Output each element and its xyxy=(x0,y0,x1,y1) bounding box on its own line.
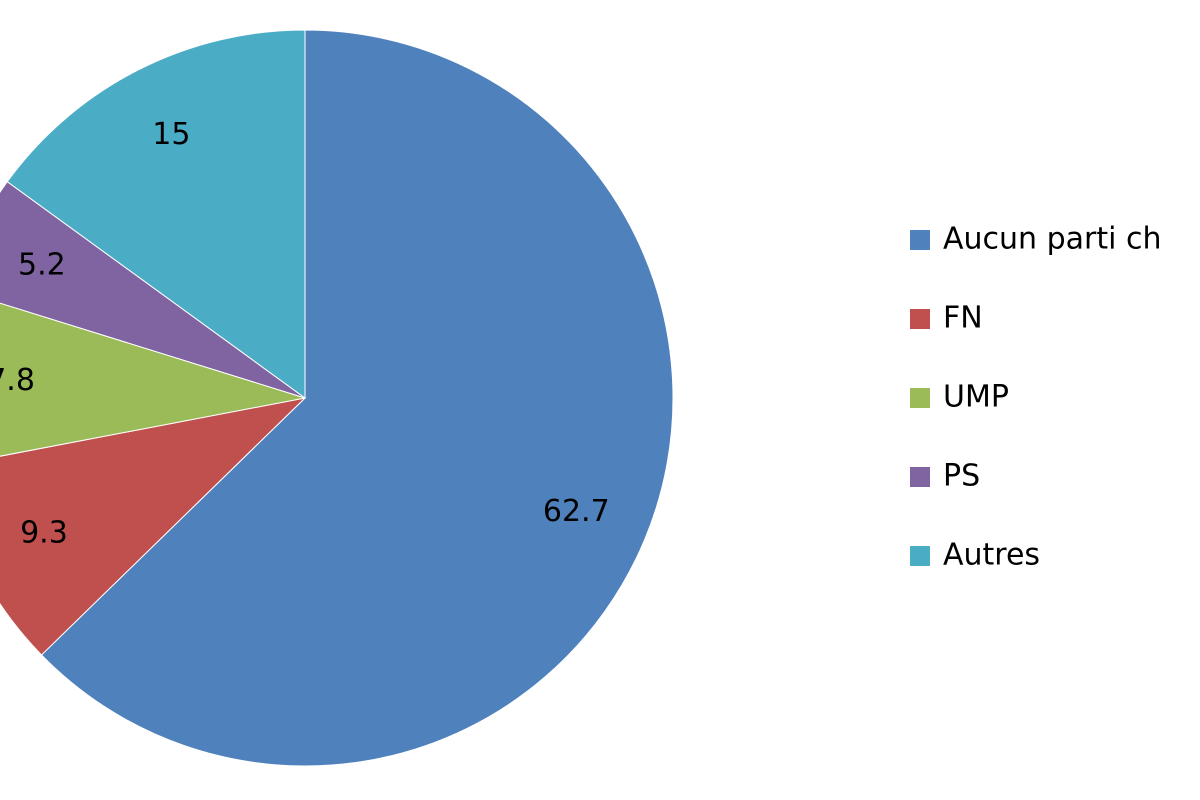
data-label: 15 xyxy=(152,117,190,152)
legend-label: PS xyxy=(943,459,980,494)
legend-label: Aucun parti ch xyxy=(943,222,1162,257)
data-label: 9.3 xyxy=(20,516,68,551)
legend-swatch xyxy=(910,467,930,487)
legend-swatch xyxy=(910,309,930,329)
legend-label: UMP xyxy=(943,380,1009,415)
data-label: 7.8 xyxy=(0,363,35,398)
legend-label: FN xyxy=(943,301,983,336)
legend-swatch xyxy=(910,546,930,566)
pie-slice xyxy=(40,29,674,767)
pie-slice xyxy=(0,397,307,656)
data-label: 62.7 xyxy=(543,494,610,529)
legend-swatch xyxy=(910,388,930,408)
pie-slice xyxy=(0,302,306,457)
data-label: 5.2 xyxy=(18,247,66,282)
legend-label: Autres xyxy=(943,538,1040,573)
pie-slice xyxy=(6,29,306,399)
legend-swatch xyxy=(910,230,930,250)
